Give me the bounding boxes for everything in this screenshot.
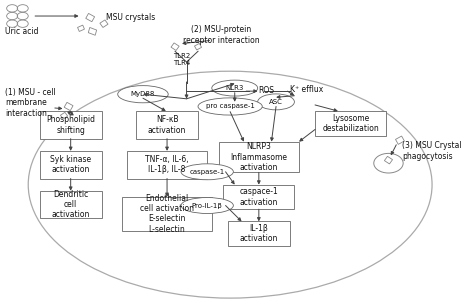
Ellipse shape — [198, 98, 262, 115]
FancyBboxPatch shape — [219, 142, 299, 172]
Text: (3) MSU Crystal
phagocytosis: (3) MSU Crystal phagocytosis — [402, 141, 462, 161]
Text: Phospholipid
shifting: Phospholipid shifting — [46, 115, 95, 135]
Text: Syk kinase
activation: Syk kinase activation — [50, 155, 91, 174]
Ellipse shape — [181, 197, 233, 213]
Text: Lysosome
destabilization: Lysosome destabilization — [322, 114, 379, 133]
FancyBboxPatch shape — [136, 111, 198, 139]
Ellipse shape — [212, 80, 258, 96]
Text: ASC: ASC — [269, 99, 283, 105]
Text: caspace-1
activation: caspace-1 activation — [239, 187, 278, 207]
Text: Endothelial
cell activation
E-selectin
L-selectin: Endothelial cell activation E-selectin L… — [140, 194, 194, 234]
FancyBboxPatch shape — [40, 191, 101, 218]
Text: Pro-IL-1β: Pro-IL-1β — [192, 203, 223, 209]
FancyBboxPatch shape — [40, 111, 101, 139]
Text: TNF-α, IL-6,
IL-1β, IL-8: TNF-α, IL-6, IL-1β, IL-8 — [145, 155, 189, 174]
Ellipse shape — [118, 86, 168, 103]
FancyBboxPatch shape — [40, 151, 101, 179]
Text: MSU crystals: MSU crystals — [106, 13, 155, 22]
Text: pro caspase-1: pro caspase-1 — [206, 103, 255, 109]
Text: MyD88: MyD88 — [131, 91, 155, 97]
Text: Dendritic
cell
activation: Dendritic cell activation — [52, 190, 90, 220]
Text: NLR3: NLR3 — [226, 85, 244, 91]
Text: caspase-1: caspase-1 — [190, 169, 225, 175]
FancyBboxPatch shape — [122, 197, 212, 231]
Text: Uric acid: Uric acid — [5, 27, 39, 36]
Text: ROS: ROS — [259, 86, 274, 95]
FancyBboxPatch shape — [127, 151, 207, 179]
Text: NF-κB
activation: NF-κB activation — [148, 115, 186, 135]
FancyBboxPatch shape — [228, 221, 290, 246]
Text: K⁺ efflux: K⁺ efflux — [290, 85, 323, 94]
Text: TLR2
TLR4: TLR2 TLR4 — [173, 53, 190, 66]
Text: (1) MSU - cell
membrane
interaction: (1) MSU - cell membrane interaction — [5, 88, 56, 118]
Ellipse shape — [258, 94, 294, 110]
Text: (2) MSU-protein
receptor interaction: (2) MSU-protein receptor interaction — [182, 25, 259, 45]
FancyBboxPatch shape — [315, 111, 386, 136]
Ellipse shape — [181, 164, 233, 180]
Text: NLRP3
Inflammasome
activation: NLRP3 Inflammasome activation — [230, 142, 287, 172]
Text: IL-1β
activation: IL-1β activation — [240, 224, 278, 243]
FancyBboxPatch shape — [223, 185, 294, 209]
